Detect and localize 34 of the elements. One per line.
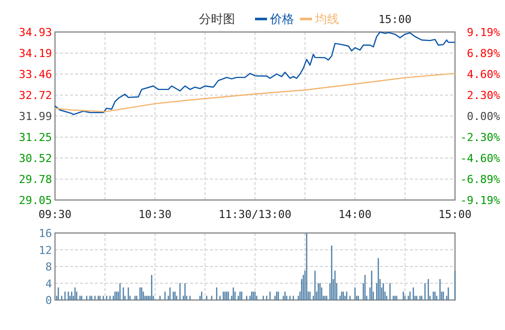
x-tick-label: 09:30 — [38, 208, 72, 221]
x-tick-label: 10:30 — [138, 208, 172, 221]
x-tick-label: 14:00 — [338, 208, 372, 221]
legend-label: 价格 — [269, 12, 294, 26]
y2-tick-label: -2.30% — [460, 131, 500, 144]
chart-title: 分时图 — [199, 12, 235, 26]
x-tick-label: 15:00 — [438, 208, 472, 221]
legend-label: 均线 — [314, 12, 339, 26]
y-tick-label: 4 — [45, 277, 52, 290]
y-tick-label: 16 — [38, 227, 52, 240]
y2-tick-label: 0.00% — [466, 110, 500, 123]
y-tick-label: 29.78 — [18, 173, 52, 186]
y-tick-label: 31.25 — [18, 131, 52, 144]
y-tick-label: 29.05 — [18, 194, 52, 207]
y-tick-label: 34.19 — [18, 47, 52, 60]
y-tick-label: 12 — [38, 244, 52, 257]
y2-tick-label: 2.30% — [466, 88, 500, 102]
y-tick-label: 33.46 — [18, 68, 52, 81]
y-tick-label: 32.72 — [18, 89, 52, 102]
text: 15:00 — [378, 13, 412, 26]
y-tick-label: 30.52 — [18, 152, 52, 165]
y2-tick-label: 4.60% — [466, 68, 500, 81]
y-tick-label: 34.93 — [18, 26, 52, 39]
y-tick-label: 8 — [45, 260, 52, 274]
y2-tick-label: 6.89% — [466, 47, 500, 60]
y2-tick-label: -6.89% — [460, 172, 500, 186]
line-series — [54, 31, 456, 116]
y2-tick-label: 9.19% — [466, 26, 500, 39]
y2-tick-label: -9.19% — [460, 194, 500, 207]
y2-tick-label: -4.60% — [460, 152, 500, 166]
x-tick-label: 11:30/13:00 — [218, 208, 292, 221]
line-series — [54, 72, 456, 112]
y-tick-label: 31.99 — [18, 110, 52, 123]
y-tick-label: 0 — [45, 294, 52, 307]
